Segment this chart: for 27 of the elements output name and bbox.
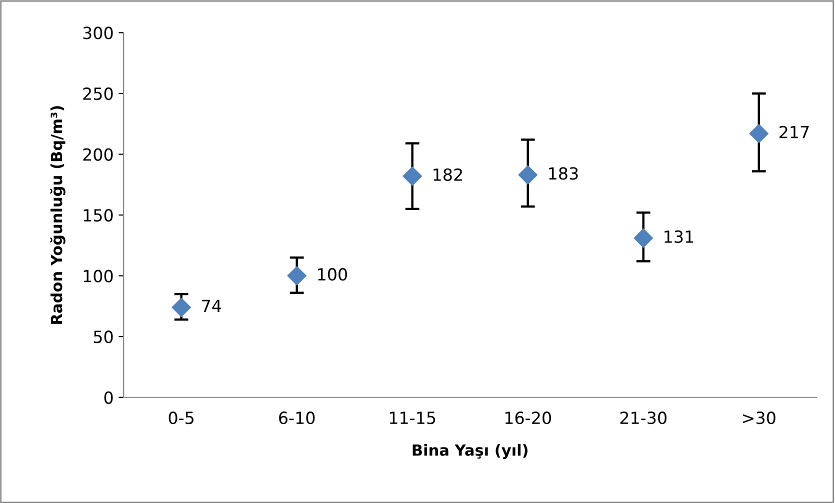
y-axis-title: Radon Yoğunluğu (Bq/m³) bbox=[50, 106, 66, 324]
x-tick-label: 6-10 bbox=[279, 412, 315, 424]
data-label: 183 bbox=[549, 167, 578, 180]
y-tick-label: 250 bbox=[83, 87, 113, 100]
point bbox=[287, 266, 306, 286]
y-tick-label: 150 bbox=[84, 208, 113, 222]
y-tick-label: 300 bbox=[83, 26, 113, 40]
x-axis-title: Bina Yaşı (yıl) bbox=[412, 444, 528, 459]
x-tick-label: 11-15 bbox=[390, 412, 436, 424]
x-tick-label: 21-30 bbox=[620, 412, 666, 424]
point bbox=[634, 228, 653, 248]
data-label: 182 bbox=[434, 168, 462, 181]
point bbox=[172, 298, 191, 317]
y-tick-label: 50 bbox=[94, 330, 113, 344]
x-tick-label: >30 bbox=[743, 412, 776, 424]
x-tick-label: 0-5 bbox=[168, 412, 194, 424]
point bbox=[518, 165, 538, 184]
data-label: 100 bbox=[318, 268, 347, 281]
point bbox=[749, 124, 768, 144]
y-tick-label: 200 bbox=[83, 148, 113, 161]
point bbox=[402, 166, 422, 186]
data-label: 74 bbox=[202, 300, 222, 312]
y-tick-label: 100 bbox=[84, 270, 113, 282]
x-tick-label: 16-20 bbox=[505, 412, 551, 424]
data-label: 217 bbox=[780, 126, 809, 138]
data-label: 131 bbox=[664, 230, 694, 243]
y-tick-label: 0 bbox=[104, 391, 113, 404]
